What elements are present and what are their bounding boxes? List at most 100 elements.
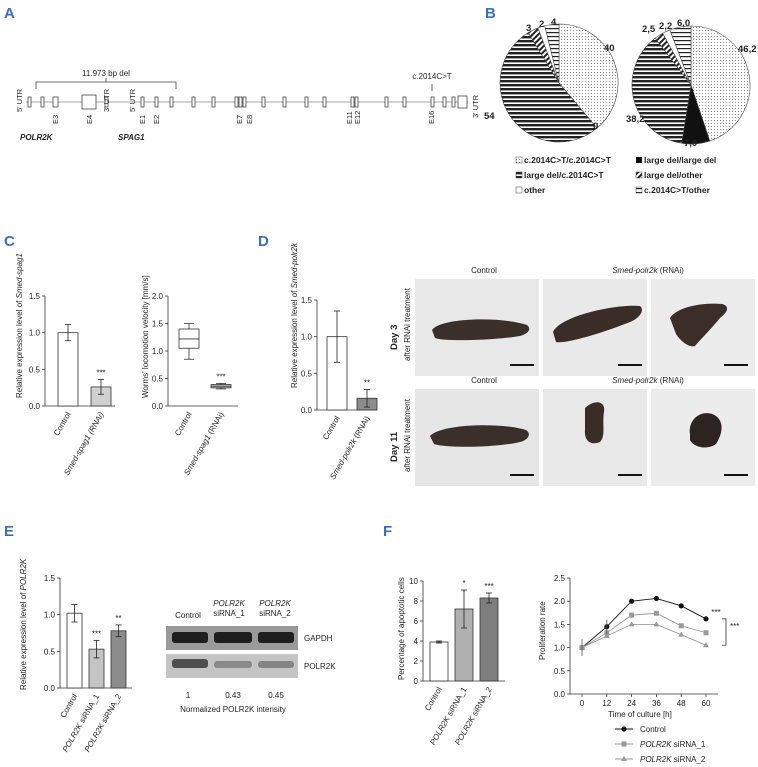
x-tick-label: Control — [173, 410, 194, 437]
legend-item: POLR2K siRNA_1 — [640, 740, 706, 749]
data-point — [703, 630, 709, 636]
pie2-label-46: 46,2 — [738, 44, 757, 55]
y-tick-label: 1.5 — [301, 296, 313, 305]
pie-chart-1 — [499, 23, 619, 143]
legend-item: large del/large del — [644, 155, 716, 165]
blot-col-sirna2: POLR2K siRNA_2 — [259, 599, 291, 618]
pie2-label-38: 38,2 — [626, 114, 645, 125]
scale-bar — [724, 474, 748, 476]
variant-label: c.2014C>T — [412, 72, 451, 81]
x-tick-label: Control — [52, 410, 73, 437]
exon-label: E16 — [427, 111, 436, 124]
photo-col-control: Control — [471, 266, 497, 275]
x-tick-label-italic: POLR2K — [428, 714, 452, 746]
x-tick-label: 48 — [677, 699, 686, 708]
y-tick-label: 10 — [409, 577, 418, 586]
y-tick-label: 2.0 — [152, 292, 164, 301]
x-tick-label-rest: siRNA_1 — [444, 685, 469, 719]
scale-bar — [510, 474, 534, 476]
data-point — [628, 621, 635, 627]
legend-marker-circle — [621, 726, 627, 732]
series-line — [581, 597, 707, 648]
bar — [57, 332, 79, 407]
blot-row-gapdh: GAPDH — [304, 634, 333, 643]
y-tick-label: 0 — [414, 677, 419, 686]
exon-boxes — [27, 94, 468, 110]
y-axis-label: Relative expression level of Smed-spag1 — [15, 253, 24, 398]
pie1-label-4: 4 — [551, 17, 557, 28]
bar-chart-polr2k: Relative expression level of Smed-polr2k… — [290, 242, 378, 481]
x-tick-label-rest: siRNA_2 — [99, 692, 124, 726]
blot-band — [258, 632, 294, 643]
significance-label: *** — [730, 622, 739, 631]
intensity-value: 0.43 — [225, 691, 241, 700]
intensity-value: 0.45 — [268, 691, 284, 700]
data-point — [653, 610, 659, 616]
blot-col-sirna1: POLR2K siRNA_1 — [213, 599, 245, 618]
pie-chart-2 — [631, 25, 751, 145]
line-chart-proliferation: Proliferation rate Time of culture [h] 0… — [538, 574, 739, 719]
left-3utr-label: 3' UTR — [102, 88, 111, 112]
right-3utr-label: 3' UTR — [471, 94, 480, 118]
scale-bar — [510, 364, 534, 366]
pie1-label-40: 40 — [604, 43, 615, 54]
blot-band — [172, 632, 208, 643]
y-tick-label: 2.5 — [554, 574, 566, 583]
y-tick-label: 1.0 — [301, 333, 313, 342]
y-tick-label: 1.5 — [554, 620, 566, 629]
significance-label: ** — [115, 614, 121, 623]
y-tick-label: 2.0 — [554, 597, 566, 606]
worm-rnai-day3-1 — [553, 305, 642, 343]
x-tick-label-italic: POLR2K — [61, 721, 85, 753]
y-axis-label: Relative expression level of Smed-polr2k — [290, 242, 299, 388]
gene-name-spag1: SPAG1 — [118, 133, 145, 142]
y-axis-label: Percentage of apoptotic cells — [397, 577, 406, 680]
blot-band — [214, 661, 252, 668]
worm-control-day11 — [430, 425, 529, 447]
row-day3-label: Day 3 — [389, 325, 400, 350]
bar — [479, 597, 499, 682]
x-tick-label: Control — [321, 414, 342, 441]
data-point — [703, 642, 709, 648]
x-tick-label: 60 — [702, 699, 711, 708]
y-tick-label: 1.0 — [44, 611, 56, 620]
blot-band — [258, 661, 294, 668]
legend-item: Control — [640, 725, 666, 734]
data-point — [629, 598, 635, 604]
pie-slice — [544, 23, 560, 84]
intensity-value: 1 — [186, 691, 191, 700]
gene-map: 11.973 bp del c.2014C>T — [15, 69, 480, 142]
line-legend: Control POLR2K siRNA_1 POLR2K siRNA_2 — [615, 725, 706, 764]
exon-label: E4 — [85, 115, 94, 124]
significance-label: *** — [92, 629, 101, 638]
pie-slice — [558, 23, 619, 129]
blot-band — [214, 632, 252, 643]
planarian-photos — [415, 279, 755, 486]
x-tick-label: Control — [59, 692, 80, 719]
legend-item: c.2014C>T/c.2014C>T — [524, 155, 612, 165]
pie-slice — [631, 37, 692, 144]
blot-band — [172, 659, 208, 668]
bar-chart-apoptosis: Percentage of apoptotic cells 0 2 4 6 8 10 Con… — [397, 577, 505, 747]
x-tick-label-rest: (RNAi) — [205, 410, 226, 437]
scale-bar — [724, 364, 748, 366]
box-plot-velocity: Worms' locomotion velocity [mm/s] 0.0 0.5… — [141, 275, 238, 477]
panel-label-f: F — [383, 523, 392, 540]
panel-label-d: D — [258, 233, 269, 250]
legend-marker-triangle — [621, 756, 627, 761]
y-tick-label: 0.5 — [29, 365, 41, 374]
blot-row-polr2k: POLR2K — [304, 662, 336, 671]
exon-label: E3 — [51, 115, 60, 124]
y-tick-label: 0.5 — [554, 667, 566, 676]
x-tick-label-rest: (RNAi) — [351, 414, 372, 441]
x-tick-label-italic: Smed-polr2k — [328, 436, 359, 481]
panel-label-e: E — [4, 523, 14, 540]
worm-rnai-day3-2 — [670, 303, 728, 347]
data-point — [703, 616, 709, 622]
photo-col-rnai-2: Smed-polr2k (RNAi) — [612, 376, 684, 385]
x-tick-label: 36 — [652, 699, 661, 708]
y-tick-label: 4 — [414, 637, 419, 646]
y-axis-label: Proliferation rate — [538, 601, 547, 660]
legend-item: other — [524, 185, 546, 195]
gene-name-polr2k: POLR2K — [20, 133, 54, 142]
